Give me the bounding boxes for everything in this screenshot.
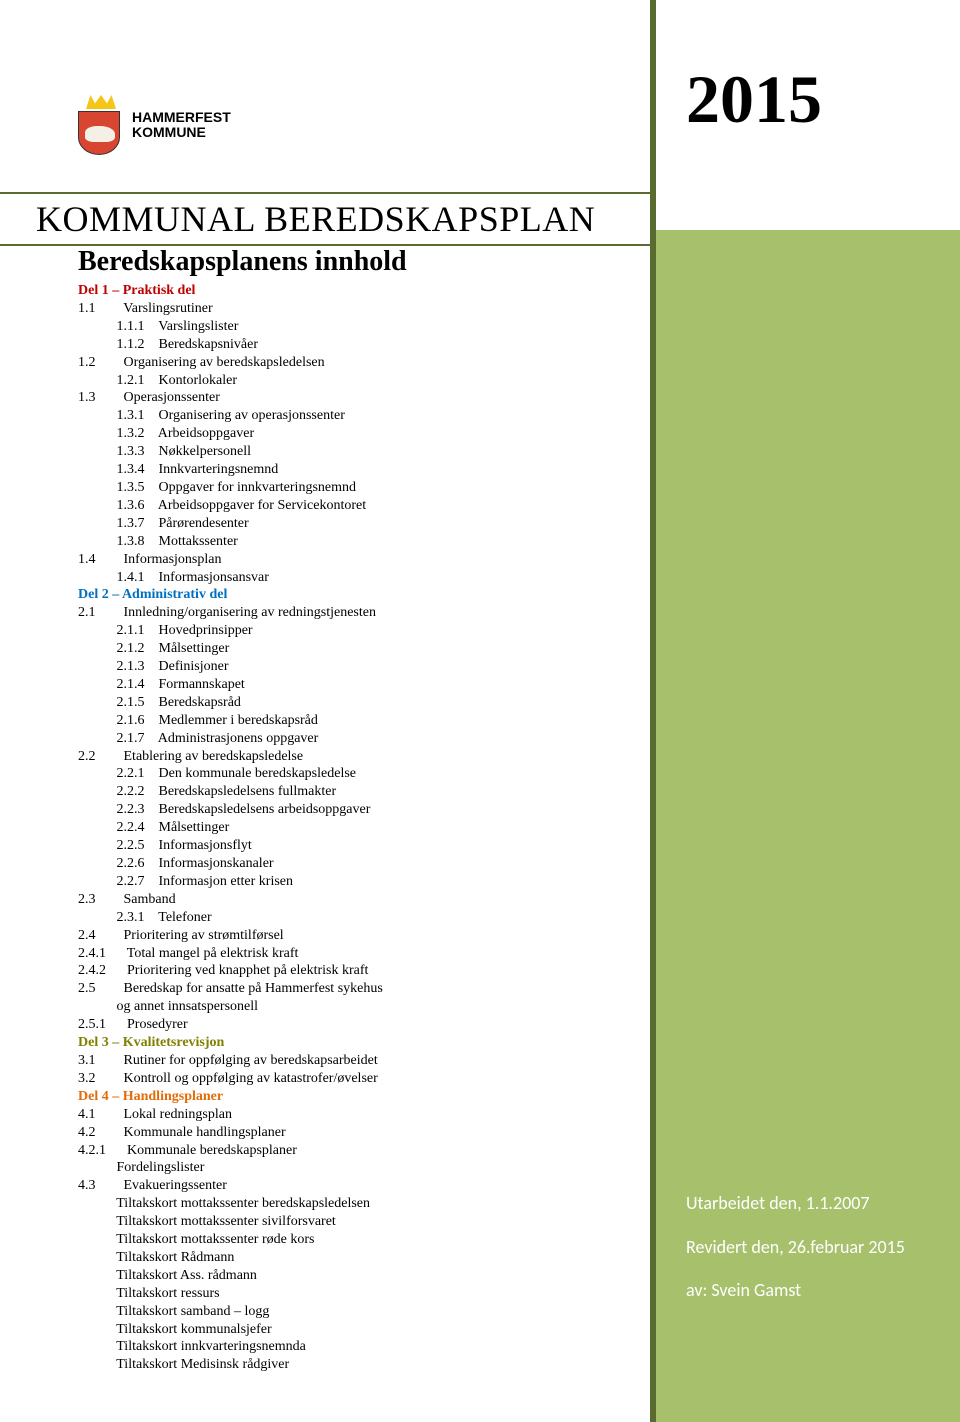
toc-entry: 2.2.1 Den kommunale beredskapsledelse (78, 766, 356, 781)
toc-entry: 2.2.3 Beredskapsledelsens arbeidsoppgave… (78, 802, 370, 817)
toc-entry: Tiltakskort Medisinsk rådgiver (78, 1357, 289, 1372)
toc-entry: 2.4.1 Total mangel på elektrisk kraft (78, 946, 298, 961)
toc-entry: 2.1.2 Målsettinger (78, 641, 229, 656)
created-date: Utarbeidet den, 1.1.2007 (686, 1182, 930, 1225)
toc-entry: 1.4.1 Informasjonsansvar (78, 570, 269, 585)
toc-entry: 1.3.5 Oppgaver for innkvarteringsnemnd (78, 480, 356, 495)
toc-entry: 4.2.1 Kommunale beredskapsplaner (78, 1143, 297, 1158)
toc-entry: 2.1 Innledning/organisering av redningst… (78, 605, 376, 620)
table-of-contents: Del 1 – Praktisk del 1.1 Varslingsrutine… (78, 282, 618, 1374)
document-title: KOMMUNAL BEREDSKAPSPLAN (36, 198, 650, 240)
toc-entry: og annet innsatspersonell (78, 999, 258, 1014)
toc-entry: 2.5 Beredskap for ansatte på Hammerfest … (78, 981, 383, 996)
toc-entry: Tiltakskort mottakssenter sivilforsvaret (78, 1214, 336, 1229)
toc-section-heading: Del 1 – Praktisk del (78, 283, 195, 298)
toc-entry: Fordelingslister (78, 1160, 204, 1175)
toc-entry: 2.5.1 Prosedyrer (78, 1017, 188, 1032)
toc-entry: Tiltakskort ressurs (78, 1286, 220, 1301)
toc-entry: 1.3.4 Innkvarteringsnemnd (78, 462, 278, 477)
sidebar: 2015 Utarbeidet den, 1.1.2007 Revidert d… (650, 0, 960, 1422)
toc-entry: 2.4.2 Prioritering ved knapphet på elekt… (78, 963, 368, 978)
toc-entry: 1.3.8 Mottakssenter (78, 534, 238, 549)
toc-entry: 1.3 Operasjonssenter (78, 390, 220, 405)
toc-entry: 1.3.7 Pårørendesenter (78, 516, 249, 531)
toc-entry: 2.1.5 Beredskapsråd (78, 695, 241, 710)
toc-entry: 2.2 Etablering av beredskapsledelse (78, 749, 303, 764)
sidebar-footer: Utarbeidet den, 1.1.2007 Revidert den, 2… (656, 1182, 930, 1422)
toc-section-heading: Del 2 – Administrativ del (78, 587, 227, 602)
logo-line2: KOMMUNE (132, 125, 231, 140)
toc-entry: 1.3.2 Arbeidsoppgaver (78, 426, 254, 441)
toc-entry: 2.2.7 Informasjon etter krisen (78, 874, 293, 889)
title-band: KOMMUNAL BEREDSKAPSPLAN (0, 192, 650, 246)
toc-entry: 2.1.3 Definisjoner (78, 659, 228, 674)
toc-entry: 2.3.1 Telefoner (78, 910, 212, 925)
author: av: Svein Gamst (686, 1269, 930, 1312)
crest-icon (78, 95, 124, 155)
toc-entry: 2.4 Prioritering av strømtilførsel (78, 928, 284, 943)
toc-entry: 2.1.6 Medlemmer i beredskapsråd (78, 713, 318, 728)
toc-entry: 2.2.5 Informasjonsflyt (78, 838, 252, 853)
toc-entry: 1.1.2 Beredskapsnivåer (78, 337, 258, 352)
logo-line1: HAMMERFEST (132, 110, 231, 125)
toc-entry: Tiltakskort Rådmann (78, 1250, 234, 1265)
toc-entry: 1.4 Informasjonsplan (78, 552, 221, 567)
toc-entry: 2.2.2 Beredskapsledelsens fullmakter (78, 784, 336, 799)
toc-entry: 2.1.1 Hovedprinsipper (78, 623, 253, 638)
toc-entry: 4.1 Lokal redningsplan (78, 1107, 232, 1122)
toc-section-heading: Del 4 – Handlingsplaner (78, 1089, 223, 1104)
toc-entry: 1.2.1 Kontorlokaler (78, 373, 237, 388)
toc-entry: 1.3.3 Nøkkelpersonell (78, 444, 251, 459)
toc-entry: 2.2.6 Informasjonskanaler (78, 856, 274, 871)
toc-entry: 4.2 Kommunale handlingsplaner (78, 1125, 286, 1140)
toc-entry: Tiltakskort mottakssenter beredskapslede… (78, 1196, 370, 1211)
toc-entry: 1.3.1 Organisering av operasjonssenter (78, 408, 345, 423)
content-area: Beredskapsplanens innhold Del 1 – Prakti… (78, 246, 618, 1374)
toc-entry: 4.3 Evakueringssenter (78, 1178, 227, 1193)
toc-entry: 2.1.7 Administrasjonens oppgaver (78, 731, 318, 746)
toc-entry: Tiltakskort kommunalsjefer (78, 1322, 272, 1337)
toc-section-heading: Del 3 – Kvalitetsrevisjon (78, 1035, 224, 1050)
toc-entry: Tiltakskort mottakssenter røde kors (78, 1232, 314, 1247)
subtitle: Beredskapsplanens innhold (78, 246, 618, 278)
toc-entry: Tiltakskort innkvarteringsnemnda (78, 1339, 306, 1354)
revised-date: Revidert den, 26.februar 2015 (686, 1226, 930, 1269)
toc-entry: Tiltakskort samband – logg (78, 1304, 269, 1319)
toc-entry: 2.2.4 Målsettinger (78, 820, 229, 835)
year-heading: 2015 (656, 0, 930, 179)
logo-text: HAMMERFEST KOMMUNE (132, 110, 231, 141)
toc-entry: Tiltakskort Ass. rådmann (78, 1268, 257, 1283)
toc-entry: 2.1.4 Formannskapet (78, 677, 245, 692)
toc-entry: 3.2 Kontroll og oppfølging av katastrofe… (78, 1071, 378, 1086)
toc-entry: 3.1 Rutiner for oppfølging av beredskaps… (78, 1053, 378, 1068)
toc-entry: 2.3 Samband (78, 892, 176, 907)
toc-entry: 1.2 Organisering av beredskapsledelsen (78, 355, 325, 370)
municipality-logo: HAMMERFEST KOMMUNE (78, 95, 231, 155)
toc-entry: 1.1 Varslingsrutiner (78, 301, 213, 316)
toc-entry: 1.3.6 Arbeidsoppgaver for Servicekontore… (78, 498, 366, 513)
toc-entry: 1.1.1 Varslingslister (78, 319, 238, 334)
